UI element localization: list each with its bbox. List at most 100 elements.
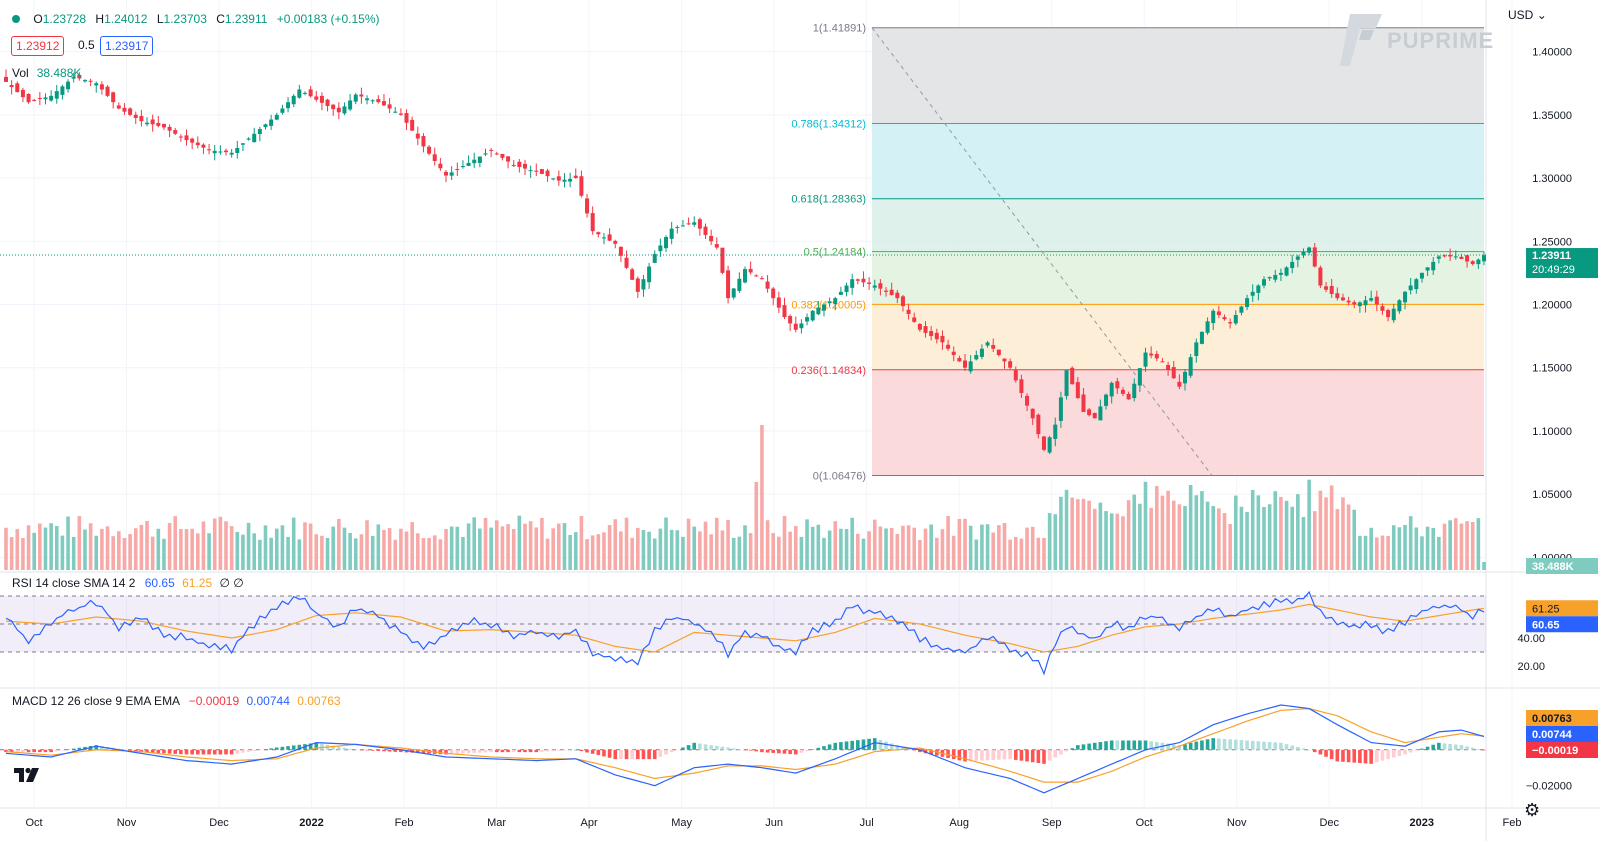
low-value: 1.23703 [163,12,207,26]
candle-body [1386,310,1391,318]
candle-body [743,269,747,283]
volume-bar [139,524,144,570]
volume-value: 38.488K [36,66,82,80]
macd-histogram-bar [100,746,104,750]
fib-trend-line [871,27,1213,476]
volume-bar [1059,496,1063,570]
volume-bar [196,533,200,570]
buy-price-button[interactable]: 1.23917 [100,36,154,56]
volume-bar [308,523,313,570]
candle-body [607,234,612,241]
macd-histogram-bar [1081,744,1086,750]
candle-body [252,133,257,143]
macd-legend[interactable]: MACD 12 26 close 9 EMA EMA −0.00019 0.00… [12,694,341,708]
macd-histogram-bar [297,744,302,750]
candle-body [1092,412,1097,419]
candle-body [1137,368,1142,386]
volume-bar [1194,495,1199,570]
macd-histogram-bar [331,745,335,750]
macd-histogram-bar [827,744,832,750]
macd-histogram-bar [1042,749,1046,764]
volume-bar [83,529,87,570]
candle-body [359,94,364,97]
volume-bar [1465,521,1469,570]
macd-histogram-bar [1358,749,1362,764]
macd-histogram-bar [320,743,324,750]
volume-bar [528,521,533,570]
macd-histogram-bar [1025,749,1029,762]
volume-bar [173,516,178,570]
volume-bar [1335,509,1340,570]
candle-body [816,307,821,315]
candle-body [1081,394,1086,412]
candle-body [466,162,471,166]
candle-body [308,89,313,97]
currency-selector[interactable]: USD ⌄ [1508,8,1547,22]
sell-price-button[interactable]: 1.23912 [11,36,65,56]
candle-body [190,138,195,143]
macd-histogram-bar [1019,749,1024,761]
candle-body [489,149,494,151]
volume-bar [1397,527,1402,570]
candle-body [1171,367,1176,379]
macd-histogram-bar [1183,743,1187,750]
macd-histogram-bar [619,749,623,760]
candle-body [139,115,144,122]
rsi-legend[interactable]: RSI 14 close SMA 14 2 60.65 61.25 ∅ ∅ [12,576,244,590]
candle-body [1357,302,1362,307]
volume-bar [720,530,725,570]
macd-histogram-bar [66,749,70,751]
tradingview-logo-icon[interactable] [12,762,42,786]
macd-histogram-bar [1121,740,1125,750]
volume-bar [1437,536,1441,570]
macd-histogram-bar [963,749,967,762]
candle-body [996,349,1001,356]
candle-body [1041,436,1046,450]
volume-bar [1290,506,1294,570]
candle-body [145,122,150,125]
volume-bar [1262,507,1266,570]
macd-histogram-bar [1375,749,1379,763]
time-tick-label: Jun [765,817,783,829]
candle-body [1482,255,1486,262]
volume-bar [810,526,815,570]
volume-bar [963,518,967,570]
volume-bar [624,517,629,570]
volume-bar [218,516,223,570]
candle-body [173,130,178,134]
volume-bar [557,523,561,570]
macd-histogram-bar [184,749,189,755]
macd-histogram-bar [274,747,279,750]
macd-histogram-bar [856,740,860,750]
time-tick-label: Dec [1319,817,1339,829]
volume-bar [1369,527,1373,570]
candle-body [692,222,697,225]
volume-bar [1211,506,1216,570]
macd-histogram-bar [1301,748,1306,750]
candle-body [269,119,274,126]
macd-histogram-bar [71,748,76,750]
candle-body [1267,277,1272,279]
volume-bar [500,526,505,570]
price-tick-label: 1.05000 [1532,489,1572,501]
settings-gear-icon[interactable]: ⚙ [1524,800,1541,820]
price-tick-label: 1.20000 [1532,299,1572,311]
time-tick-label: Apr [581,817,598,829]
macd-histogram-bar [793,749,798,755]
volume-bar [861,538,866,570]
volume-bar [568,534,572,570]
spread-value: 0.5 [78,38,95,52]
candle-body [88,80,93,82]
candle-body [793,323,798,330]
macd-histogram-bar [1047,749,1052,761]
volume-bar [906,525,911,570]
candle-body [1329,286,1334,294]
candle-body [1431,261,1436,271]
candle-body [122,107,127,112]
volume-bar [26,525,31,570]
volume-bar [1403,524,1407,570]
volume-bar [483,517,488,570]
candle-body [1442,255,1447,257]
macd-signal-value: 0.00763 [297,694,341,708]
